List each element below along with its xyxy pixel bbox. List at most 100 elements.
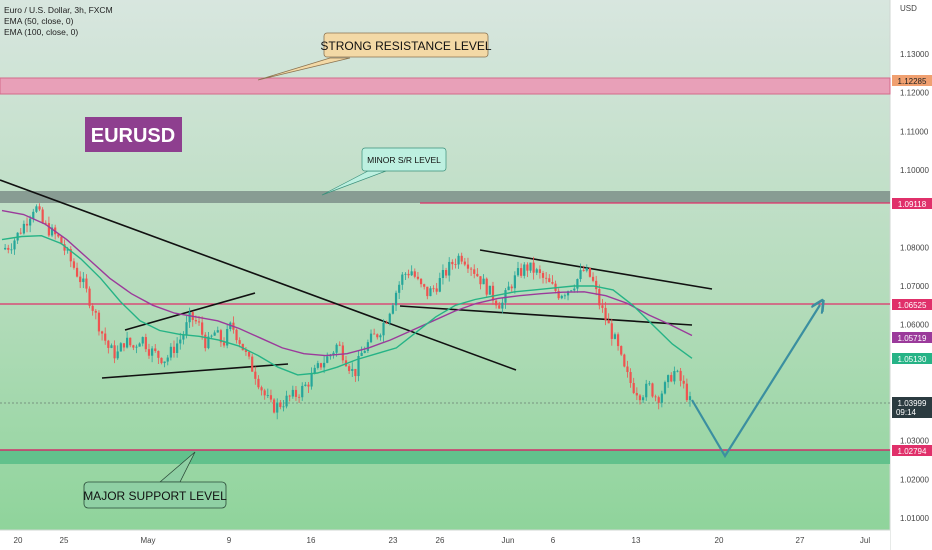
candle-body [585, 268, 588, 271]
candle-body [601, 305, 604, 308]
candle-body [523, 264, 526, 276]
candle-body [272, 399, 276, 413]
candle-body [529, 262, 532, 271]
x-tick-label: 25 [60, 536, 69, 545]
x-tick-label: 20 [14, 536, 23, 545]
candle-body [641, 397, 645, 401]
candle-body [682, 380, 685, 384]
candle-body [485, 278, 488, 295]
forecast-arrow[interactable] [691, 305, 820, 459]
candle-body [91, 305, 94, 311]
candle-body [79, 276, 82, 283]
candle-body [176, 343, 179, 354]
candle-body [247, 351, 251, 357]
minor-sr-zone [0, 191, 890, 203]
candle-body [207, 336, 210, 349]
time-axis[interactable] [0, 530, 890, 550]
candle-body [557, 290, 560, 299]
x-tick-label: 20 [715, 536, 724, 545]
candle-body [620, 346, 623, 355]
candle-body [166, 357, 169, 362]
candle-body [179, 339, 182, 344]
candle-body [438, 278, 441, 292]
y-tick-label: 1.12000 [900, 89, 929, 98]
candle-body [107, 340, 110, 348]
candles[interactable] [4, 203, 692, 420]
candle-body [82, 278, 85, 283]
candle-body [301, 385, 304, 398]
candle-body [357, 356, 360, 377]
candle-body [538, 269, 541, 273]
candle-body [391, 305, 395, 314]
candle-body [451, 261, 454, 265]
candle-body [448, 261, 451, 276]
candle-body [110, 345, 113, 348]
candle-body [288, 395, 291, 397]
candle-body [635, 392, 638, 396]
candle-body [476, 273, 479, 277]
candle-body [63, 244, 66, 251]
x-tick-label: Jun [502, 536, 515, 545]
candle-body [85, 278, 88, 289]
candle-body [97, 312, 101, 332]
candle-body [144, 337, 147, 350]
x-tick-label: 23 [389, 536, 398, 545]
candle-body [260, 387, 263, 391]
candle-body [610, 323, 613, 339]
candle-body [185, 322, 188, 335]
badge-line-2: 1.06525 [898, 301, 927, 310]
candle-body [263, 390, 266, 396]
candle-body [541, 272, 545, 278]
candle-body [254, 371, 257, 379]
candle-body [135, 346, 138, 348]
candle-body [623, 354, 626, 367]
candle-body [72, 261, 76, 268]
candle-body [276, 402, 279, 413]
x-tick-label: 9 [227, 536, 232, 545]
candle-body [38, 206, 41, 210]
candle-body [560, 295, 563, 299]
minor-sr-callout[interactable]: MINOR S/R LEVEL [321, 147, 447, 196]
candle-body [116, 351, 119, 359]
candle-body [216, 330, 219, 333]
candle-body [688, 396, 692, 401]
candle-body [435, 288, 438, 292]
candle-body [29, 218, 32, 226]
candle-body [416, 276, 420, 279]
price-axis[interactable] [890, 0, 932, 550]
candle-body [291, 389, 294, 397]
candle-body [591, 276, 595, 281]
x-tick-label: May [140, 536, 155, 545]
candle-body [172, 346, 176, 354]
candle-body [238, 340, 241, 344]
candle-body [667, 375, 670, 383]
candle-body [66, 249, 69, 251]
major-support-callout[interactable]: MAJOR SUPPORT LEVEL [83, 451, 227, 509]
legend[interactable]: Euro / U.S. Dollar, 3h, FXCM EMA (50, cl… [4, 5, 113, 37]
x-axis-ticks: 20 25 May 9 16 23 26 Jun 6 13 20 27 Jul [14, 536, 871, 545]
candle-body [410, 271, 413, 276]
candle-body [482, 278, 485, 285]
price-badges: 1.12285 1.09118 1.06525 1.05719 1.05130 … [892, 75, 932, 456]
candle-body [132, 345, 135, 348]
candle-body [498, 305, 501, 309]
y-tick-label: 1.08000 [900, 243, 929, 252]
candle-body [379, 335, 382, 338]
candle-body [222, 342, 226, 346]
candle-body [520, 268, 523, 276]
candle-body [626, 366, 629, 373]
candle-body [32, 211, 35, 219]
candle-body [654, 396, 657, 398]
candle-body [388, 313, 391, 324]
candle-body [648, 383, 651, 385]
candle-body [548, 278, 551, 283]
candle-body [100, 331, 104, 334]
strong-resistance-callout[interactable]: STRONG RESISTANCE LEVEL [257, 32, 492, 81]
badge-current: 1.03999 [898, 399, 927, 408]
candle-body [469, 268, 473, 270]
candle-body [385, 322, 388, 324]
candle-body [160, 357, 163, 364]
candle-body [119, 343, 122, 352]
candle-body [454, 264, 457, 265]
